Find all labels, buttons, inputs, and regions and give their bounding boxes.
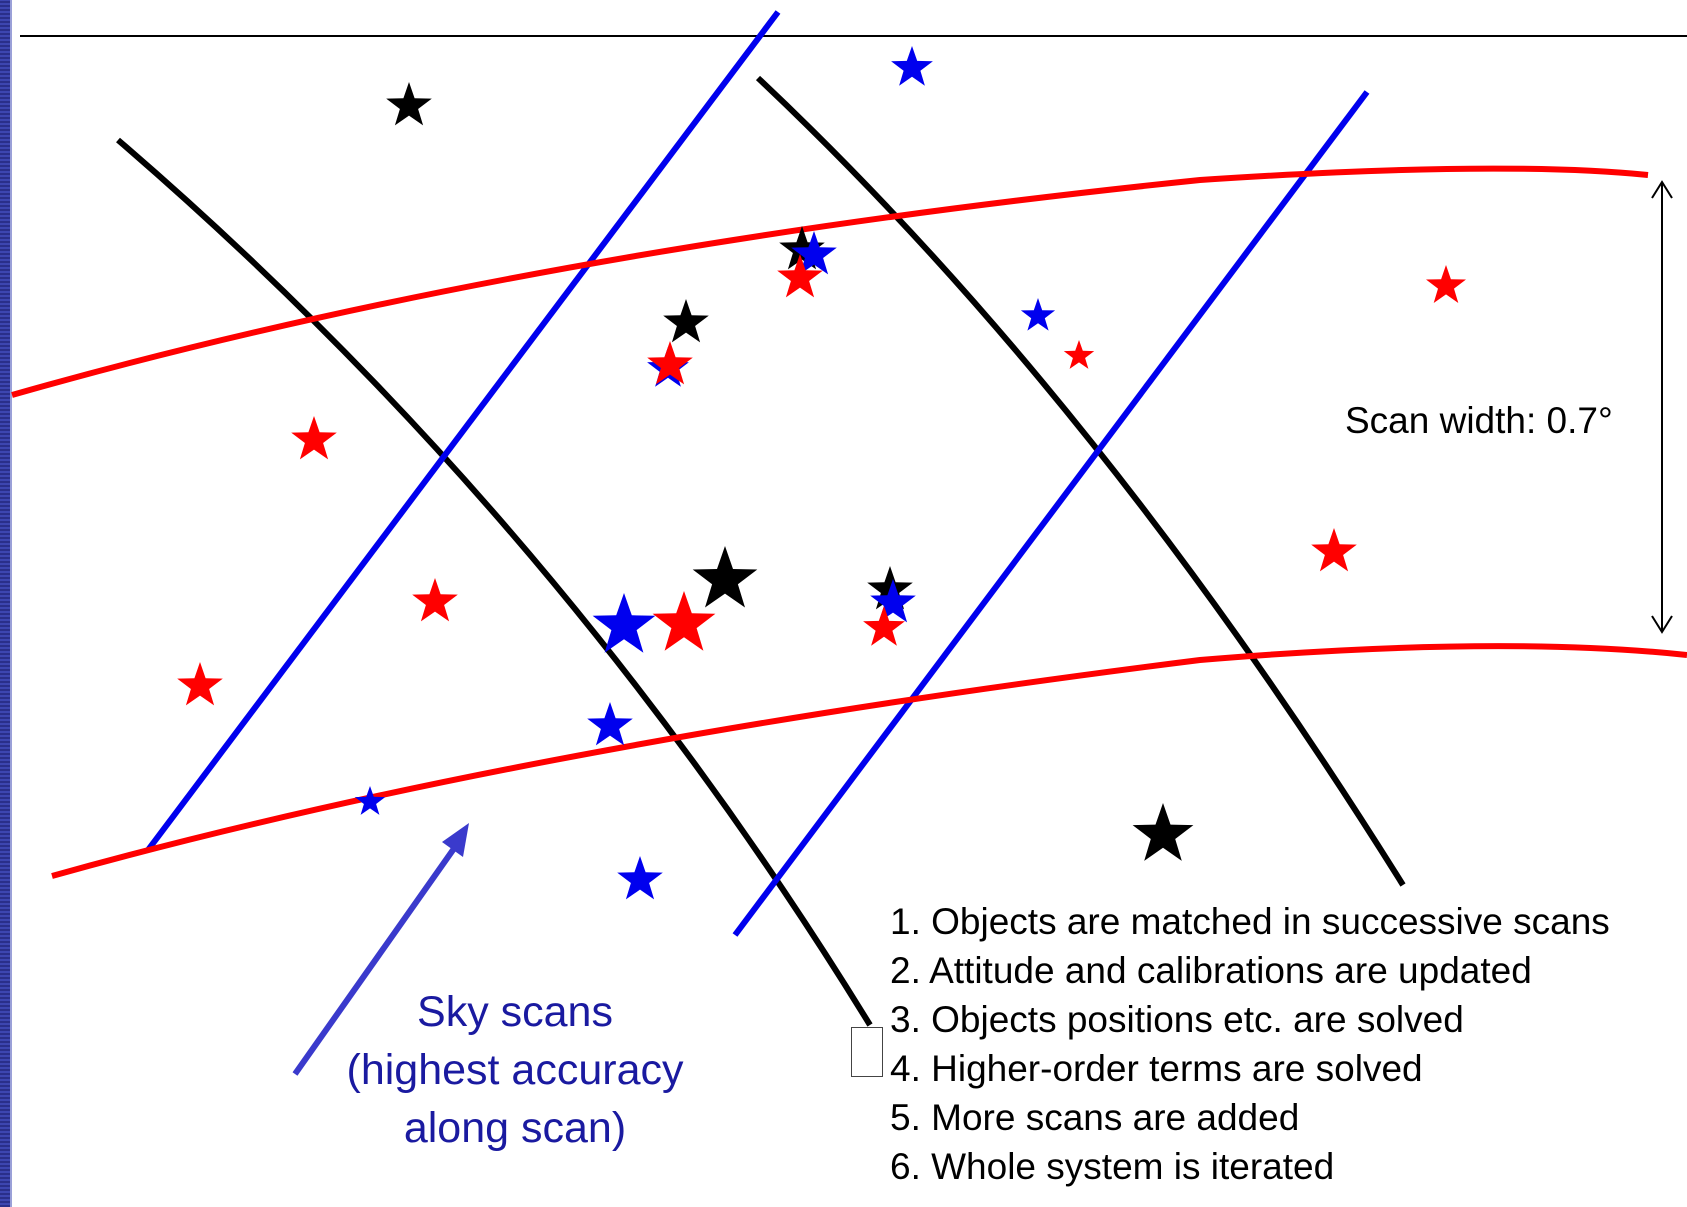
star-icon (1426, 265, 1466, 303)
step-item: 1. Objects are matched in successive sca… (890, 901, 1610, 942)
scan-width-arrowhead-top (1651, 180, 1673, 199)
star-icon (652, 591, 716, 651)
red-scan-line-top (11, 165, 1649, 398)
star-icon (617, 856, 663, 900)
blue-scan-line-right (732, 90, 1370, 937)
sky-scans-label-line3: along scan) (403, 1104, 627, 1152)
star-icon (291, 416, 337, 460)
black-scan-line-left (116, 137, 873, 1027)
star-icon (177, 662, 223, 706)
red-scan-line-bottom (51, 643, 1687, 879)
step-item: 5. More scans are added (890, 1097, 1300, 1138)
star-icon (870, 579, 916, 623)
star-icon (791, 231, 837, 275)
sky-scans-arrowhead (442, 823, 469, 857)
star-icon (692, 546, 758, 608)
star-icon (587, 702, 633, 746)
star-icon (1020, 298, 1056, 331)
star-icon (1311, 528, 1357, 572)
star-icon (354, 786, 386, 815)
step-item: 3. Objects positions etc. are solved (890, 999, 1464, 1040)
star-icon (412, 578, 458, 622)
sky-scans-label-line2: (highest accuracy (346, 1046, 684, 1094)
step-item: 4. Higher-order terms are solved (890, 1048, 1423, 1089)
star-icon (386, 82, 432, 126)
black-scan-line-right (755, 75, 1406, 887)
process-steps-list: 1. Objects are matched in successive sca… (890, 897, 1610, 1191)
star-icon (647, 341, 693, 385)
star-icon (777, 254, 823, 298)
star-icon (592, 593, 656, 653)
sky-scans-label: Sky scans (highest accuracy along scan) (300, 983, 730, 1157)
text-cursor-box (851, 1027, 883, 1077)
step-item: 6. Whole system is iterated (890, 1146, 1335, 1187)
star-icon (1063, 340, 1095, 369)
scan-width-arrowhead-bottom (1651, 615, 1673, 634)
star-field (177, 46, 1466, 900)
star-icon (891, 46, 933, 86)
star-icon (863, 606, 905, 646)
sky-scans-arrow (292, 838, 463, 1076)
sky-scans-label-line1: Sky scans (417, 988, 613, 1036)
step-item: 2. Attitude and calibrations are updated (890, 950, 1532, 991)
slide-left-border (0, 0, 12, 1207)
star-icon (663, 299, 709, 343)
scan-width-label: Scan width: 0.7° (1345, 400, 1613, 441)
star-icon (1132, 803, 1194, 861)
blue-scan-line-left (145, 10, 781, 852)
